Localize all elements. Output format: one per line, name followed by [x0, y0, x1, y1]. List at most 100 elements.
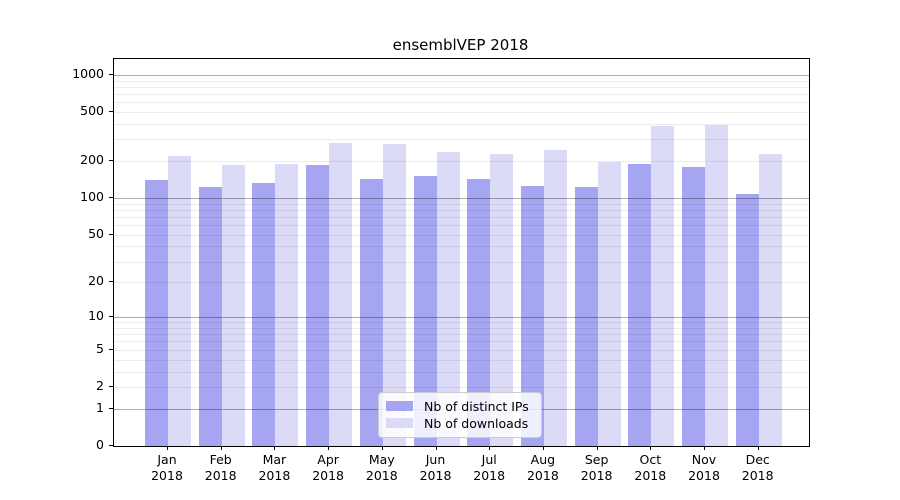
x-axis-tick [381, 446, 383, 450]
x-axis-tick [328, 446, 330, 450]
y-axis-tick [109, 197, 113, 199]
x-axis-tick-label: Apr 2018 [312, 452, 344, 483]
x-axis-tick-label: Aug 2018 [526, 452, 559, 483]
grid-line-minor [114, 322, 809, 324]
grid-line-minor [114, 234, 809, 236]
bar-downloads-aug [543, 150, 567, 446]
legend-label-downloads: Nb of downloads [424, 415, 529, 431]
bar-downloads-mar [275, 164, 299, 446]
legend-swatch-distinct-ips [386, 401, 413, 411]
x-axis-tick-label: Jun 2018 [419, 452, 452, 483]
bar-downloads-nov [705, 125, 728, 446]
y-axis-tick [109, 160, 113, 162]
legend: Nb of distinct IPs Nb of downloads [378, 392, 542, 438]
y-axis-tick-label: 100 [80, 189, 104, 205]
plot-area [113, 58, 810, 447]
x-axis-tick [704, 446, 705, 450]
y-axis-tick-label: 5 [96, 340, 104, 356]
grid-line-minor [114, 161, 809, 163]
y-axis-tick [109, 281, 113, 283]
x-axis-tick [596, 446, 598, 450]
x-axis-tick-label: May 2018 [365, 452, 398, 483]
y-axis-tick [109, 111, 113, 113]
x-axis-tick-label: Sep 2018 [580, 452, 613, 483]
legend-label-distinct-ips: Nb of distinct IPs [424, 398, 529, 414]
bar-distinct-ips-nov [682, 167, 705, 446]
y-axis-tick-label: 20 [88, 273, 104, 289]
y-axis-tick [109, 385, 113, 387]
bar-distinct-ips-jan [145, 179, 168, 446]
y-axis-tick-label: 2 [96, 377, 104, 393]
x-axis-tick-label: Feb 2018 [204, 452, 237, 483]
bar-distinct-ips-sep [574, 186, 598, 446]
y-axis-tick [109, 445, 113, 446]
bar-downloads-dec [758, 153, 782, 446]
grid-line-major [114, 317, 809, 319]
y-axis-tick-label: 200 [80, 152, 104, 168]
legend-item-downloads: Nb of downloads [386, 415, 533, 431]
x-axis-tick [542, 446, 544, 450]
grid-line-minor [114, 102, 809, 104]
x-axis-tick-label: Oct 2018 [634, 452, 667, 483]
bar-distinct-ips-dec [735, 194, 759, 446]
x-axis-tick-label: Nov 2018 [688, 452, 720, 483]
grid-line-minor [114, 209, 809, 211]
bar-downloads-may [382, 144, 406, 446]
y-axis-tick-label: 1 [96, 399, 104, 415]
legend-swatch-downloads [386, 418, 413, 428]
grid-line-minor [114, 123, 809, 125]
x-axis-tick [167, 446, 168, 450]
y-axis-tick-label: 1000 [72, 65, 104, 81]
grid-line-minor [114, 225, 809, 227]
grid-line-minor [114, 371, 809, 373]
y-axis-tick-label: 50 [88, 225, 104, 241]
y-axis-tick [109, 316, 113, 318]
legend-item-distinct-ips: Nb of distinct IPs [386, 398, 533, 414]
grid-line-minor [114, 216, 809, 218]
y-axis-tick [109, 348, 113, 350]
bar-downloads-feb [221, 165, 245, 446]
bar-downloads-oct [651, 126, 675, 446]
y-axis-tick-label: 500 [80, 103, 104, 119]
x-axis-tick-label: Dec 2018 [741, 452, 774, 483]
x-axis-tick [274, 446, 276, 450]
grid-line-minor [114, 139, 809, 141]
x-axis-tick [220, 446, 222, 450]
x-axis-tick [650, 446, 652, 450]
bar-distinct-ips-apr [306, 165, 330, 446]
grid-line-minor [114, 341, 809, 343]
grid-line-minor [114, 203, 809, 205]
grid-line-minor [114, 334, 809, 336]
grid-line-minor [114, 80, 809, 82]
grid-line-minor [114, 246, 809, 248]
x-axis-tick-label: Mar 2018 [258, 452, 291, 483]
x-axis-tick-label: Jul 2018 [473, 452, 506, 483]
grid-line-minor [114, 282, 809, 284]
x-axis-tick-label: Jan 2018 [151, 452, 183, 483]
grid-line-minor [114, 327, 809, 329]
grid-line-minor [114, 359, 809, 361]
x-axis-tick [489, 446, 491, 450]
bar-distinct-ips-may [359, 178, 383, 446]
bar-downloads-sep [597, 161, 621, 446]
chart-title: ensemblVEP 2018 [392, 36, 529, 54]
bar-distinct-ips-feb [198, 186, 222, 446]
bar-distinct-ips-jul [467, 179, 491, 446]
x-axis-tick [435, 446, 437, 450]
bar-downloads-jul [490, 154, 514, 446]
grid-line-minor [114, 386, 809, 388]
y-axis-tick [109, 233, 113, 235]
bar-distinct-ips-aug [520, 186, 544, 446]
grid-line-minor [114, 93, 809, 95]
grid-line-minor [114, 349, 809, 351]
grid-line-minor [114, 261, 809, 263]
grid-line-minor [114, 112, 809, 114]
grid-line-minor [114, 86, 809, 88]
x-axis-tick [757, 446, 759, 450]
y-axis-tick [109, 73, 113, 75]
y-axis-tick-label: 10 [88, 308, 104, 324]
bar-distinct-ips-mar [252, 183, 276, 446]
bar-distinct-ips-oct [628, 164, 652, 446]
y-axis-tick-label: 0 [96, 437, 104, 452]
